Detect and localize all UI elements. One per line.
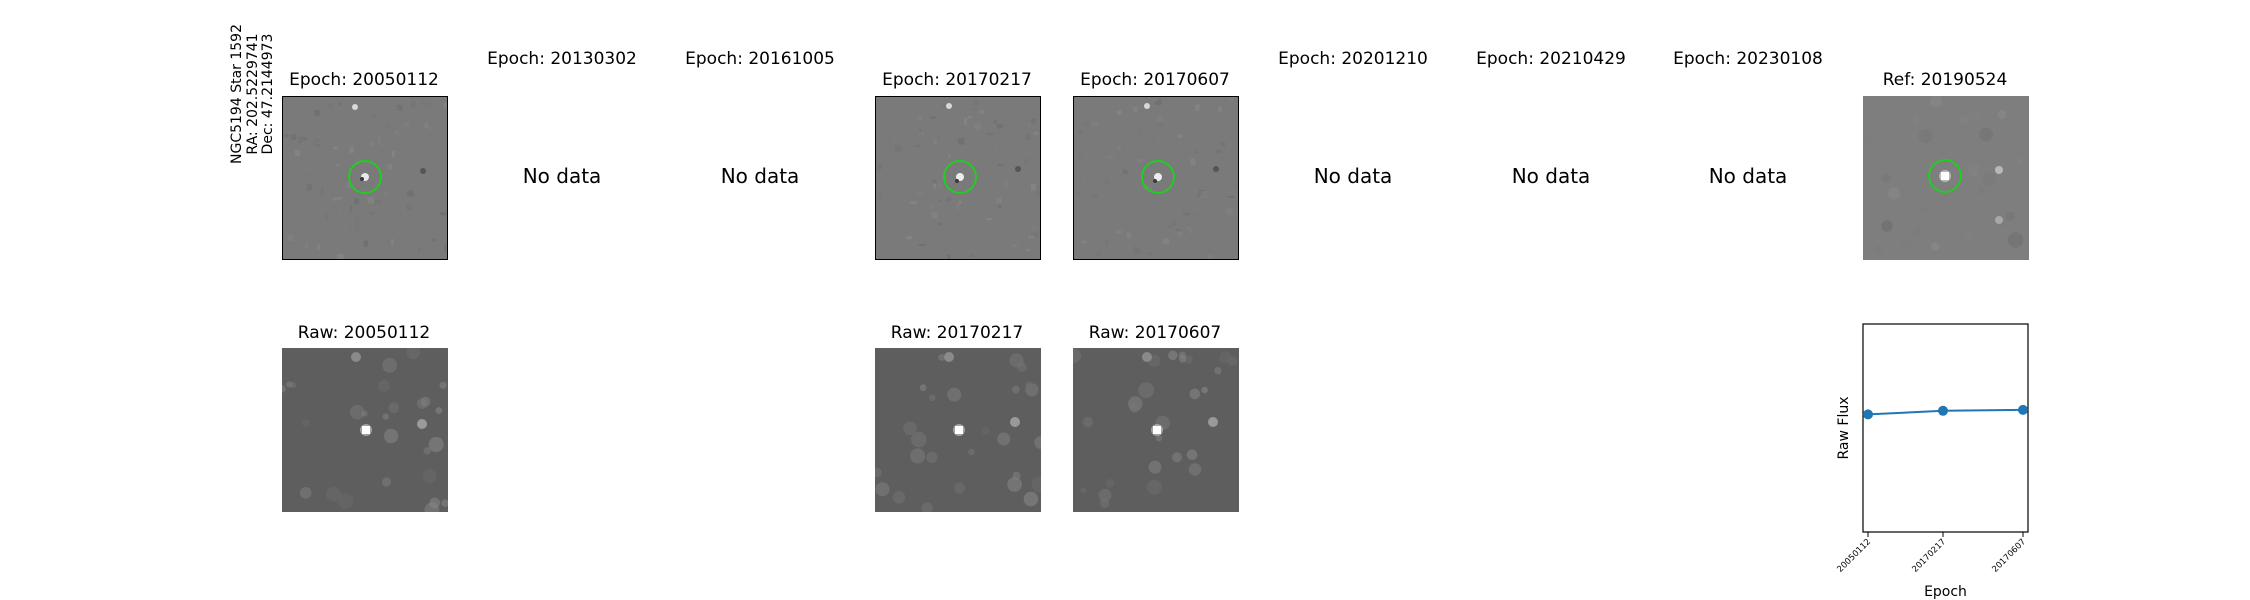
- reference-title: Ref: 20190524: [1882, 70, 2008, 90]
- flux-point-20170217: [1938, 405, 1948, 416]
- target-circle: [943, 160, 977, 194]
- epoch-title-20170217: Epoch: 20170217: [882, 70, 1032, 90]
- epoch-title-20210429: Epoch: 20210429: [1476, 49, 1626, 69]
- flux-point-20170607: [2018, 404, 2028, 415]
- raw-image-20170607: [1073, 348, 1239, 512]
- raw-flux-light-curve-chart: 20050112 20170217 20170607 Epoch Raw Flux: [1835, 323, 2029, 600]
- plot-frame: [1862, 323, 2029, 533]
- x-tick-label-20170607: 20170607: [1990, 537, 2028, 575]
- y-axis-label: Raw Flux: [1836, 397, 1852, 460]
- star-dec: Dec: 47.2144973: [260, 33, 276, 155]
- no-data-label-20130302: No data: [522, 164, 602, 188]
- epoch-title-20130302: Epoch: 20130302: [487, 49, 637, 69]
- raw-image-20050112: [282, 348, 448, 512]
- flux-point-20050112: [1863, 409, 1873, 420]
- x-tick-label-20170217: 20170217: [1910, 537, 1948, 575]
- diff-image-20170607: [1073, 96, 1239, 260]
- epoch-title-20161005: Epoch: 20161005: [685, 49, 835, 69]
- star-name: NGC5194 Star 1592: [229, 24, 245, 164]
- target-circle: [1141, 160, 1175, 194]
- no-data-label-20230108: No data: [1708, 164, 1788, 188]
- no-data-label-20161005: No data: [720, 164, 800, 188]
- epoch-title-20170607: Epoch: 20170607: [1080, 70, 1230, 90]
- raw-title-20170607: Raw: 20170607: [1088, 323, 1222, 343]
- x-tick-label-20050112: 20050112: [1835, 537, 1873, 575]
- raw-title-20050112: Raw: 20050112: [297, 323, 431, 343]
- epoch-title-20201210: Epoch: 20201210: [1278, 49, 1428, 69]
- reference-image: [1863, 96, 2029, 260]
- star-ra: RA: 202.5229741: [244, 33, 261, 155]
- epoch-title-20050112: Epoch: 20050112: [289, 70, 439, 90]
- target-circle: [1928, 159, 1962, 193]
- diff-image-20050112: [282, 96, 448, 260]
- x-axis-label: Epoch: [1924, 584, 1967, 600]
- no-data-label-20201210: No data: [1313, 164, 1393, 188]
- target-circle: [348, 160, 382, 194]
- raw-image-20170217: [875, 348, 1041, 512]
- raw-title-20170217: Raw: 20170217: [890, 323, 1024, 343]
- epoch-title-20230108: Epoch: 20230108: [1673, 49, 1823, 69]
- star-info-label: NGC5194 Star 1592 RA: 202.5229741 Dec: 4…: [229, 14, 277, 174]
- no-data-label-20210429: No data: [1511, 164, 1591, 188]
- diff-image-20170217: [875, 96, 1041, 260]
